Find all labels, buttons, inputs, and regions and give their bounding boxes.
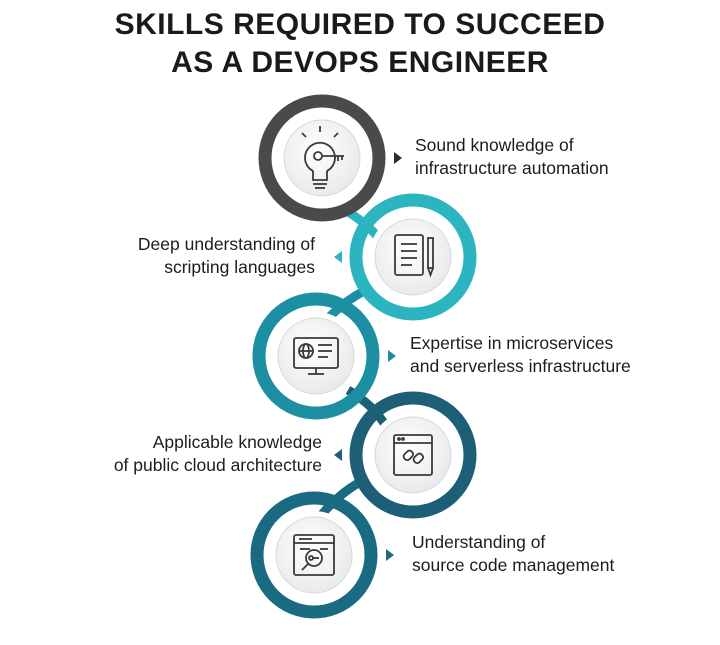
pointer-arrow-1	[394, 152, 402, 164]
document-pencil-icon	[394, 234, 434, 278]
skill-label-2-line-2: scripting languages	[164, 257, 315, 277]
skill-label-3-line-1: Expertise in microservices	[410, 333, 614, 353]
browser-link-icon	[393, 434, 433, 476]
pointer-arrow-2	[334, 251, 342, 263]
lightbulb-key-icon	[301, 126, 344, 189]
skill-label-1-line-1: Sound knowledge of	[415, 135, 574, 155]
pointer-arrow-3	[388, 350, 396, 362]
skill-node-3	[252, 292, 380, 420]
browser-search-key-icon	[293, 534, 335, 576]
skill-label-4: Applicable knowledge of public cloud arc…	[114, 431, 322, 477]
skill-node-1	[258, 94, 386, 222]
pointer-arrow-4	[334, 449, 342, 461]
skill-label-5: Understanding of source code management	[412, 531, 614, 577]
page-title-line-2: AS A DEVOPS ENGINEER	[171, 46, 549, 79]
page-title-line-1: SKILLS REQUIRED TO SUCCEED	[114, 8, 606, 41]
skill-label-1-line-2: infrastructure automation	[415, 158, 609, 178]
skill-label-4-line-1: Applicable knowledge	[152, 432, 322, 452]
skill-label-3-line-2: and serverless infrastructure	[410, 356, 631, 376]
skill-node-4	[349, 391, 477, 519]
monitor-globe-icon	[293, 337, 339, 375]
pointer-arrow-5	[386, 549, 394, 561]
skill-label-2: Deep understanding of scripting language…	[138, 233, 315, 279]
skill-label-5-line-2: source code management	[412, 555, 615, 575]
skill-node-2	[349, 193, 477, 321]
skill-label-1: Sound knowledge of infrastructure automa…	[415, 134, 609, 180]
skill-node-5	[250, 491, 378, 619]
skill-label-5-line-1: Understanding of	[412, 532, 546, 552]
skill-label-2-line-1: Deep understanding of	[137, 234, 315, 254]
skill-label-3: Expertise in microservices and serverles…	[410, 332, 631, 378]
skill-label-4-line-2: of public cloud architecture	[113, 455, 322, 475]
